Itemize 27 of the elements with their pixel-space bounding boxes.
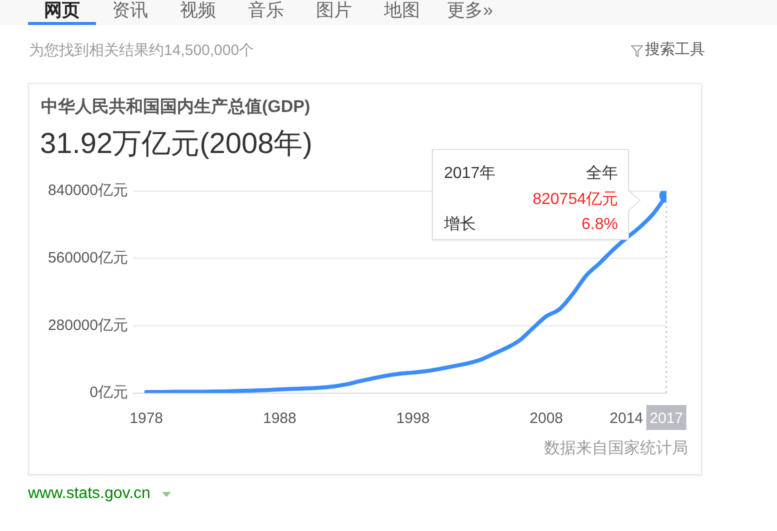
- text: 搜索工具: [645, 40, 705, 60]
- y-tick-label: 560000亿元: [48, 249, 128, 266]
- y-tick-label: 280000亿元: [48, 316, 128, 334]
- x-tick-label: 1998: [396, 410, 430, 428]
- x-tick-label: 2008: [530, 410, 564, 428]
- text: 视频: [179, 0, 217, 21]
- text: 图片: [315, 0, 353, 21]
- x-tick-label: 2017: [650, 410, 684, 428]
- text: 音乐: [247, 0, 285, 21]
- annotation: 820754亿元: [532, 190, 618, 210]
- text: 数据来自国家统计局: [544, 439, 688, 459]
- text: 资讯: [111, 0, 149, 21]
- text: www.stats.gov.cn: [28, 484, 150, 504]
- y-tick-label: 840000亿元: [48, 182, 128, 200]
- x-tick-label: 1988: [262, 410, 296, 428]
- tooltip: 2017年 全年 820754亿元 增长 6.8%: [432, 149, 629, 240]
- annotation: 增长: [444, 215, 476, 235]
- chart-subtitle: 31.92万亿元(2008年): [40, 127, 312, 161]
- x-tick-label: 2014: [610, 410, 644, 428]
- annotation: 6.8%: [582, 215, 618, 235]
- y-tick-label: 0亿元: [90, 384, 128, 402]
- x-tick-label: 1978: [130, 410, 164, 428]
- chart-title: 中华人民共和国国内生产总值(GDP): [41, 96, 310, 118]
- text: 网页: [43, 0, 81, 21]
- text: 为您找到相关结果约14,500,000个: [29, 41, 254, 61]
- text: 更多»: [446, 0, 494, 21]
- text: 地图: [383, 0, 421, 21]
